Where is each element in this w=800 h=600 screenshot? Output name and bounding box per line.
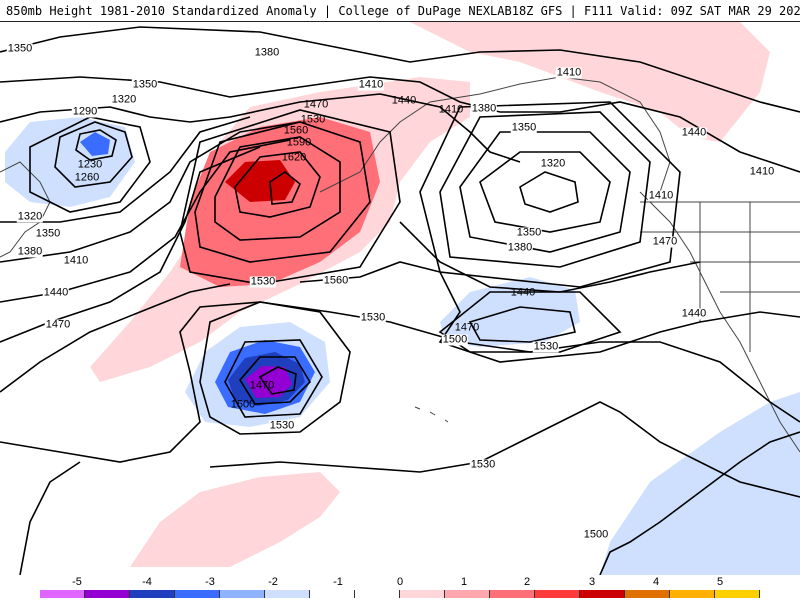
legend-tick-label: -3 (205, 576, 215, 588)
contour-label: 1380 (16, 245, 44, 258)
contour-label: 1380 (470, 102, 498, 115)
legend-color-bar (40, 590, 760, 598)
contour-label: 1530 (268, 419, 296, 432)
contour-label: 1470 (249, 379, 275, 392)
legend-tick-label: 3 (588, 576, 596, 588)
legend-color-segment (715, 590, 760, 598)
contour-label: 1320 (110, 93, 138, 106)
legend-tick-label: 2 (523, 576, 531, 588)
contour-label: 1530 (532, 340, 560, 353)
contour-label: 1560 (322, 274, 350, 287)
anomaly-legend: -5 -4 -3 -2 -1 0 1 2 3 4 5 (0, 575, 800, 600)
purple-low-core (245, 366, 292, 398)
contour-label: 1470 (44, 318, 72, 331)
contour-label: 1440 (680, 126, 708, 139)
legend-color-segment (445, 590, 490, 598)
legend-color-segment (355, 590, 400, 598)
contour-label: 1470 (651, 235, 679, 248)
anomaly-map: 1350 1380 1290 1320 1350 1230 1260 1320 … (0, 22, 800, 575)
contour-label: 1380 (506, 241, 534, 254)
legend-color-segment (535, 590, 580, 598)
contour-label: 1440 (391, 94, 417, 107)
red-max-area (225, 160, 295, 202)
contour-label: 1410 (647, 189, 675, 202)
contour-label: 1560 (283, 124, 309, 137)
contour-label: 1350 (131, 78, 159, 91)
lightblue-west-area (5, 117, 135, 207)
contour-label: 1260 (74, 171, 100, 184)
north-america-coast (639, 191, 800, 453)
legend-color-segment (625, 590, 670, 598)
legend-tick-label: 1 (460, 576, 468, 588)
header-valid-time: 18Z GFS | F111 Valid: 09Z SAT MAR 29 202… (511, 3, 800, 18)
legend-color-segment (670, 590, 715, 598)
legend-tick-label: 0 (396, 576, 404, 588)
header-title: 850mb Height 1981-2010 Standardized Anom… (6, 3, 512, 18)
contour-label: 1500 (582, 528, 610, 541)
contour-label: 1590 (286, 136, 312, 149)
contour-label: 1290 (71, 105, 99, 118)
contour-label: 1530 (249, 275, 277, 288)
contour-label: 1530 (300, 113, 326, 126)
contour-label: 1410 (748, 165, 776, 178)
hawaii-islands (414, 406, 449, 423)
coastlines (0, 76, 800, 453)
contour-label: 1230 (77, 158, 103, 171)
legend-color-segment (580, 590, 625, 598)
contour-label: 1530 (469, 458, 497, 471)
contour-label: 1320 (539, 157, 567, 170)
legend-tick-label: 5 (716, 576, 724, 588)
contour-label: 1380 (253, 46, 281, 59)
contour-label: 1350 (510, 121, 538, 134)
asia-coast (0, 161, 51, 258)
contour-label: 1410 (555, 66, 583, 79)
contour-label: 1350 (515, 226, 543, 239)
contour-label: 1410 (357, 78, 385, 91)
contour-label: 1440 (680, 307, 708, 320)
contour-label: 1440 (510, 286, 536, 299)
contour-label: 1410 (438, 103, 464, 116)
contour-label: 1530 (359, 311, 387, 324)
legend-color-segment (130, 590, 175, 598)
legend-color-segment (220, 590, 265, 598)
contour-label: 1350 (34, 227, 62, 240)
contour-label: 1320 (16, 210, 44, 223)
pink-south-area (130, 472, 340, 567)
contour-label: 1440 (42, 286, 70, 299)
contour-label: 1350 (6, 42, 34, 55)
legend-color-segment (490, 590, 535, 598)
legend-color-segment (40, 590, 85, 598)
legend-color-segment (265, 590, 310, 598)
contour-label: 1470 (454, 321, 480, 334)
contour-label: 1500 (230, 398, 256, 411)
legend-tick-label: -4 (142, 576, 152, 588)
contour-label: 1620 (281, 151, 307, 164)
legend-color-segment (400, 590, 445, 598)
legend-tick-label: -1 (333, 576, 343, 588)
legend-tick-label: -2 (268, 576, 278, 588)
us-borders (640, 201, 800, 352)
contour-label: 1470 (303, 98, 329, 111)
map-layers (0, 22, 800, 575)
alaska-coast (319, 76, 671, 193)
contour-label: 1410 (62, 254, 90, 267)
blue-west-core (80, 132, 110, 156)
legend-color-segment (175, 590, 220, 598)
legend-tick-label: -5 (72, 576, 82, 588)
legend-color-segment (85, 590, 130, 598)
map-header: 850mb Height 1981-2010 Standardized Anom… (0, 0, 800, 22)
legend-color-segment (310, 590, 355, 598)
contour-label: 1500 (441, 333, 469, 346)
legend-tick-label: 4 (652, 576, 660, 588)
